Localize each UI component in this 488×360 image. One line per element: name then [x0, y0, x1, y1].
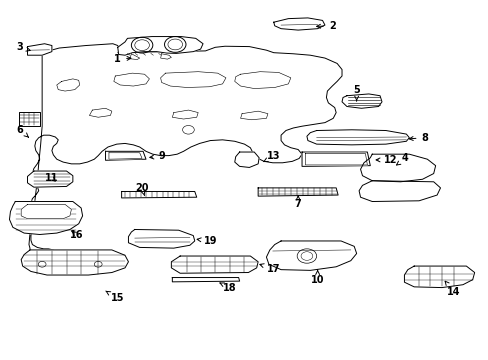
Polygon shape [302, 152, 369, 166]
Text: 9: 9 [149, 151, 164, 161]
Polygon shape [360, 154, 435, 182]
Polygon shape [109, 153, 142, 159]
Text: 8: 8 [408, 133, 427, 143]
Polygon shape [306, 130, 408, 145]
Polygon shape [128, 229, 194, 248]
Polygon shape [240, 111, 267, 120]
Polygon shape [122, 192, 196, 198]
Text: 2: 2 [316, 21, 335, 31]
Polygon shape [234, 152, 259, 167]
Text: 4: 4 [396, 153, 408, 165]
Polygon shape [118, 37, 203, 55]
Text: 15: 15 [105, 291, 124, 303]
Text: 13: 13 [264, 151, 280, 162]
Polygon shape [114, 73, 149, 86]
Polygon shape [160, 72, 225, 87]
Polygon shape [19, 112, 40, 126]
Polygon shape [21, 204, 71, 219]
Text: 20: 20 [135, 183, 148, 196]
Text: 18: 18 [220, 283, 236, 293]
Text: 14: 14 [444, 281, 460, 297]
Polygon shape [266, 241, 356, 270]
Polygon shape [105, 151, 146, 160]
Text: 7: 7 [294, 196, 301, 210]
Text: 10: 10 [310, 270, 324, 285]
Text: 16: 16 [69, 230, 83, 239]
Polygon shape [21, 250, 128, 275]
Polygon shape [27, 44, 52, 55]
Polygon shape [57, 79, 80, 91]
Polygon shape [305, 153, 366, 165]
Polygon shape [130, 54, 140, 59]
Polygon shape [89, 108, 112, 117]
Polygon shape [341, 94, 381, 108]
Polygon shape [172, 278, 239, 282]
Polygon shape [9, 202, 82, 234]
Text: 12: 12 [375, 155, 397, 165]
Polygon shape [258, 188, 337, 196]
Polygon shape [358, 181, 440, 202]
Text: 11: 11 [45, 173, 59, 183]
Polygon shape [27, 171, 73, 187]
Text: 5: 5 [352, 85, 359, 101]
Polygon shape [171, 256, 258, 273]
Text: 3: 3 [17, 42, 30, 52]
Polygon shape [273, 18, 325, 30]
Polygon shape [172, 110, 198, 119]
Polygon shape [160, 54, 171, 59]
Polygon shape [29, 44, 341, 264]
Text: 17: 17 [259, 264, 280, 274]
Polygon shape [404, 266, 474, 288]
Text: 6: 6 [17, 125, 28, 137]
Text: 19: 19 [197, 236, 217, 246]
Text: 1: 1 [114, 54, 131, 64]
Polygon shape [234, 72, 290, 89]
